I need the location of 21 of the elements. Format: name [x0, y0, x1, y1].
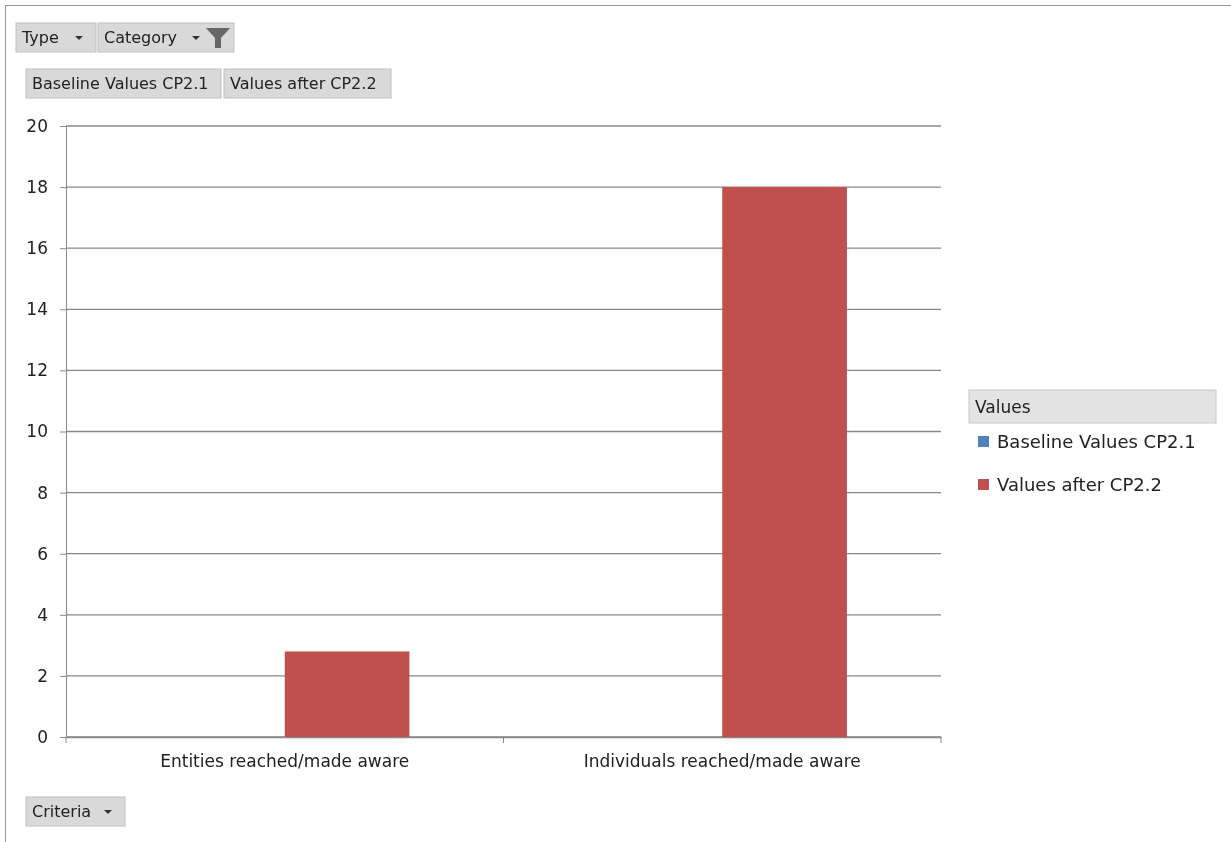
y-tick-label: 8: [37, 482, 48, 503]
x-tick-label: Individuals reached/made aware: [583, 751, 861, 772]
y-tick-label: 18: [26, 177, 48, 198]
text: Values after CP2.2: [230, 74, 377, 93]
text: Baseline Values CP2.1: [32, 74, 209, 93]
y-tick-label: 6: [37, 543, 48, 564]
y-tick-label: 20: [26, 115, 48, 136]
legend-title: Values: [975, 397, 1031, 417]
y-tick-label: 4: [37, 604, 48, 625]
legend-label: Baseline Values CP2.1: [997, 431, 1196, 452]
x-tick-label: Entities reached/made aware: [160, 751, 410, 772]
y-tick-label: 10: [26, 421, 48, 442]
text: Criteria: [32, 802, 92, 821]
text: Type: [21, 28, 59, 47]
legend-label: Values after CP2.2: [997, 474, 1162, 495]
y-tick-label: 2: [37, 665, 48, 686]
y-tick-label: 0: [37, 726, 48, 747]
text: Category: [104, 28, 178, 47]
y-tick-label: 16: [26, 238, 48, 259]
y-tick-label: 12: [26, 360, 48, 381]
y-tick-label: 14: [26, 299, 48, 320]
